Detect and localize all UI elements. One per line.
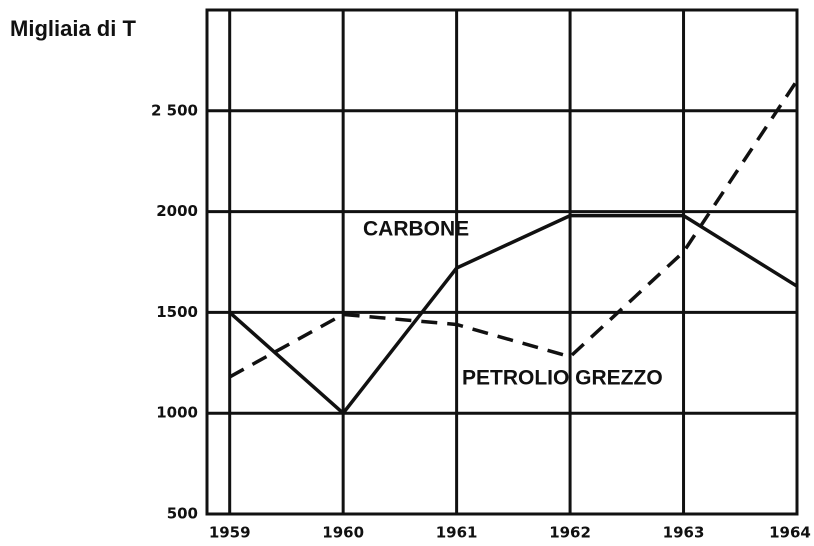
y-axis-title: Migliaia di T <box>10 16 136 41</box>
y-tick-label: 1500 <box>156 303 198 321</box>
y-tick-label: 2 500 <box>151 101 198 119</box>
series-line <box>228 213 798 416</box>
x-tick-label: 1964 <box>769 524 811 542</box>
series-line <box>228 79 799 379</box>
series-label: CARBONE <box>363 218 469 241</box>
x-tick-label: 1960 <box>322 524 364 542</box>
x-tick-label: 1962 <box>549 524 591 542</box>
y-tick-label: 1000 <box>156 404 198 422</box>
y-tick-label: 2000 <box>156 202 198 220</box>
x-tick-label: 1963 <box>663 524 705 542</box>
x-tick-label: 1961 <box>436 524 478 542</box>
y-tick-label: 500 <box>167 505 198 523</box>
plot-frame <box>205 8 799 516</box>
series-label: PETROLIO GREZZO <box>462 367 663 390</box>
x-tick-label: 1959 <box>209 524 251 542</box>
